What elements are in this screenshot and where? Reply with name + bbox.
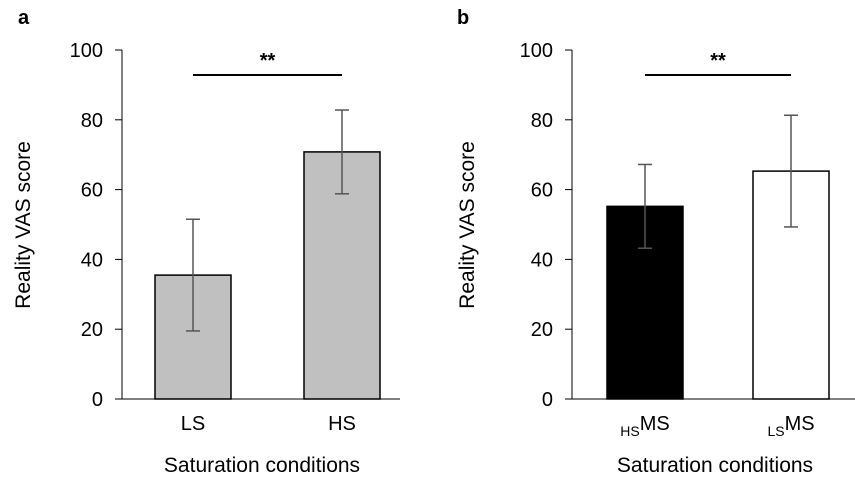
panel-b: b Reality VAS score Saturation condition… xyxy=(456,7,855,477)
panel-b-y-tick-label: 0 xyxy=(542,389,553,411)
panel-a-y-tick-label: 100 xyxy=(70,40,103,62)
panel-a-category-label-2: HS xyxy=(328,413,356,435)
panel-b-x-axis-title: Saturation conditions xyxy=(617,454,813,477)
panel-b-y-tick-label: 80 xyxy=(531,110,553,132)
panel-b-y-tick-label: 40 xyxy=(531,249,553,271)
panel-a-significance-label: ** xyxy=(260,50,276,72)
panel-a-x-axis-title: Saturation conditions xyxy=(164,454,360,477)
panel-a: a Reality VAS score Saturation condition… xyxy=(12,7,400,477)
panel-a-category-label-1: LS xyxy=(181,413,205,435)
panel-b-y-tick-label: 60 xyxy=(531,180,553,202)
panel-b-letter: b xyxy=(457,7,469,29)
panel-a-y-tick-label: 80 xyxy=(81,110,103,132)
panel-b-y-tick-label: 20 xyxy=(531,319,553,341)
panel-b-category-label-1: HSMS xyxy=(620,413,669,439)
panel-a-y-tick-label: 40 xyxy=(81,249,103,271)
panel-a-letter: a xyxy=(18,7,30,29)
panel-b-significance-label: ** xyxy=(710,50,726,72)
panel-a-y-axis-title: Reality VAS score xyxy=(12,141,35,309)
panel-b-y-axis-title: Reality VAS score xyxy=(456,141,479,309)
panel-a-y-tick-label: 20 xyxy=(81,319,103,341)
panel-a-y-tick-label: 60 xyxy=(81,180,103,202)
panel-b-category-label-2: LSMS xyxy=(767,413,814,439)
panel-b-y-tick-label: 100 xyxy=(520,40,553,62)
panel-a-y-tick-label: 0 xyxy=(92,389,103,411)
